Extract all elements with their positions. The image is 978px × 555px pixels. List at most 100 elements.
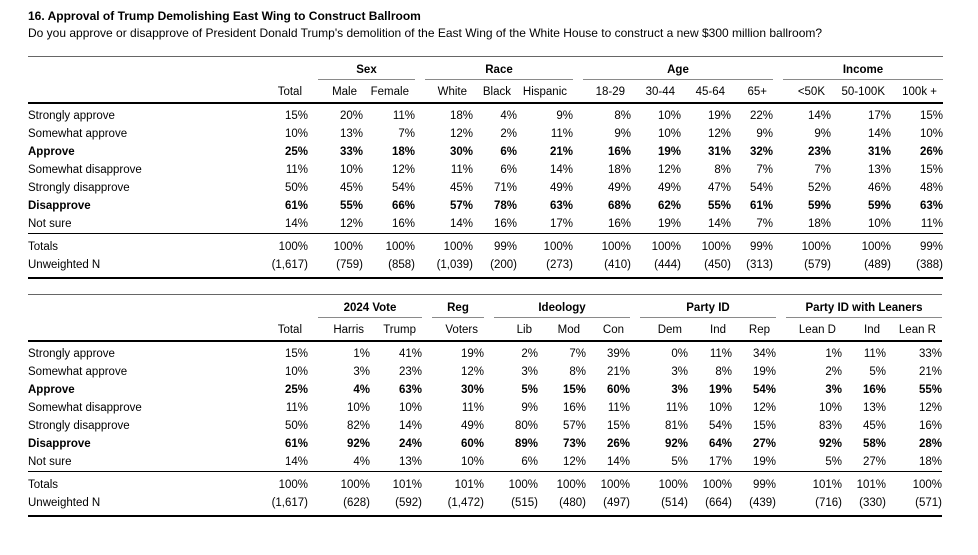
value-cell: 13% <box>862 402 886 414</box>
column-header: Male <box>318 79 363 104</box>
value-cell: 11% <box>461 402 484 414</box>
group-header-row: Sex Race Age Income <box>28 56 943 80</box>
group-header: Party ID with Leaners <box>786 294 942 318</box>
value-cell: 4% <box>353 456 370 468</box>
value-cell: 19% <box>752 366 776 378</box>
value-cell: 101% <box>432 471 484 494</box>
value-cell: 16% <box>562 402 586 414</box>
value-cell: 100% <box>318 471 370 494</box>
value-cell: 92% <box>818 438 842 450</box>
value-cell: 80% <box>514 420 538 432</box>
value-cell: 11% <box>285 402 308 414</box>
row-label: Not sure <box>28 456 72 468</box>
column-header: White <box>425 79 473 104</box>
value-cell: 99% <box>891 233 943 256</box>
value-cell: 14% <box>807 110 831 122</box>
value-cell: 49% <box>460 420 484 432</box>
row-label: Not sure <box>28 218 72 230</box>
value-cell: 2% <box>500 128 517 140</box>
value-cell: 14% <box>284 218 308 230</box>
value-cell: (330) <box>859 497 886 509</box>
column-header: Trump <box>370 317 422 342</box>
value-cell: 58% <box>862 438 886 450</box>
value-cell: (514) <box>661 497 688 509</box>
value-cell: 17% <box>867 110 891 122</box>
row-label: Strongly approve <box>28 348 115 360</box>
value-cell: 30% <box>460 384 484 396</box>
row-label: Unweighted N <box>28 497 101 509</box>
table-row: Disapprove 61% 92% 24% 60% 89% 73% 26% 92% 64% 27%… <box>28 435 942 453</box>
value-cell: 100% <box>681 233 731 256</box>
value-cell: 34% <box>752 348 776 360</box>
value-cell: 99% <box>732 471 776 494</box>
value-cell: 3% <box>825 384 842 396</box>
row-label: Somewhat approve <box>28 128 128 140</box>
value-cell: 100% <box>640 471 688 494</box>
value-cell: 26% <box>919 146 943 158</box>
value-cell: 52% <box>807 182 831 194</box>
table-row: Somewhat approve 10% 3% 23% 12% 3% 8% 21% 3% 8% 19… <box>28 363 942 381</box>
value-cell: 55% <box>339 200 363 212</box>
value-cell: 9% <box>814 128 831 140</box>
value-cell: 3% <box>671 384 688 396</box>
value-cell: (628) <box>343 497 370 509</box>
value-cell: 41% <box>398 348 422 360</box>
politics-crosstab-table: 2024 Vote Reg Ideology Party ID Party ID wit… <box>28 294 942 517</box>
column-header: Hispanic <box>517 79 573 104</box>
group-header: Party ID <box>640 294 776 318</box>
column-header: Lib <box>494 317 538 342</box>
value-cell: 8% <box>715 366 732 378</box>
value-cell: 27% <box>862 456 886 468</box>
value-cell: 7% <box>398 128 415 140</box>
value-cell: (450) <box>704 259 731 271</box>
value-cell: 16% <box>493 218 517 230</box>
value-cell: 101% <box>786 471 842 494</box>
value-cell: 14% <box>867 128 891 140</box>
value-cell: 100% <box>783 233 831 256</box>
group-header <box>253 57 308 80</box>
value-cell: 61% <box>284 200 308 212</box>
table-row: Strongly disapprove 50% 82% 14% 49% 80% 57% 15%… <box>28 417 942 435</box>
group-header <box>253 295 308 318</box>
table-row: Somewhat approve 10% 13% 7% 12% 2% 11% 9% 10% 12%… <box>28 125 943 143</box>
column-header: Total <box>253 79 308 104</box>
value-cell: (1,472) <box>447 497 484 509</box>
value-cell: 13% <box>339 128 363 140</box>
value-cell: 19% <box>460 348 484 360</box>
column-header: 65+ <box>731 79 773 104</box>
value-cell: 11% <box>607 402 630 414</box>
value-cell: 11% <box>450 164 473 176</box>
value-cell: 19% <box>707 110 731 122</box>
row-label: Somewhat disapprove <box>28 164 142 176</box>
column-header: Rep <box>732 317 776 342</box>
value-cell: 46% <box>867 182 891 194</box>
table-row: Strongly approve 15% 20% 11% 18% 4% 9% 8% 10% 19%… <box>28 103 943 125</box>
value-cell: 12% <box>339 218 363 230</box>
value-cell: 18% <box>607 164 631 176</box>
value-cell: 20% <box>339 110 363 122</box>
value-cell: 54% <box>749 182 773 194</box>
value-cell: 50% <box>284 420 308 432</box>
page-title: 16. Approval of Trump Demolishing East W… <box>28 9 421 23</box>
value-cell: 50% <box>284 182 308 194</box>
value-cell: 15% <box>919 164 943 176</box>
value-cell: 92% <box>346 438 370 450</box>
row-label: Strongly disapprove <box>28 420 130 432</box>
value-cell: 54% <box>391 182 415 194</box>
value-cell: 7% <box>569 348 586 360</box>
value-cell: 6% <box>500 146 517 158</box>
column-header: Con <box>586 317 630 342</box>
value-cell: 11% <box>920 218 943 230</box>
column-header: 50-100K <box>831 79 891 104</box>
value-cell: 23% <box>807 146 831 158</box>
value-cell: 100% <box>494 471 538 494</box>
value-cell: 49% <box>607 182 631 194</box>
table-row: Strongly approve 15% 1% 41% 19% 2% 7% 39% 0% 11% 3… <box>28 341 942 363</box>
value-cell: 5% <box>869 366 886 378</box>
value-cell: 100% <box>253 233 308 256</box>
value-cell: 100% <box>363 233 415 256</box>
value-cell: 15% <box>562 384 586 396</box>
value-cell: 10% <box>346 402 370 414</box>
column-header: Mod <box>538 317 586 342</box>
value-cell: (439) <box>749 497 776 509</box>
